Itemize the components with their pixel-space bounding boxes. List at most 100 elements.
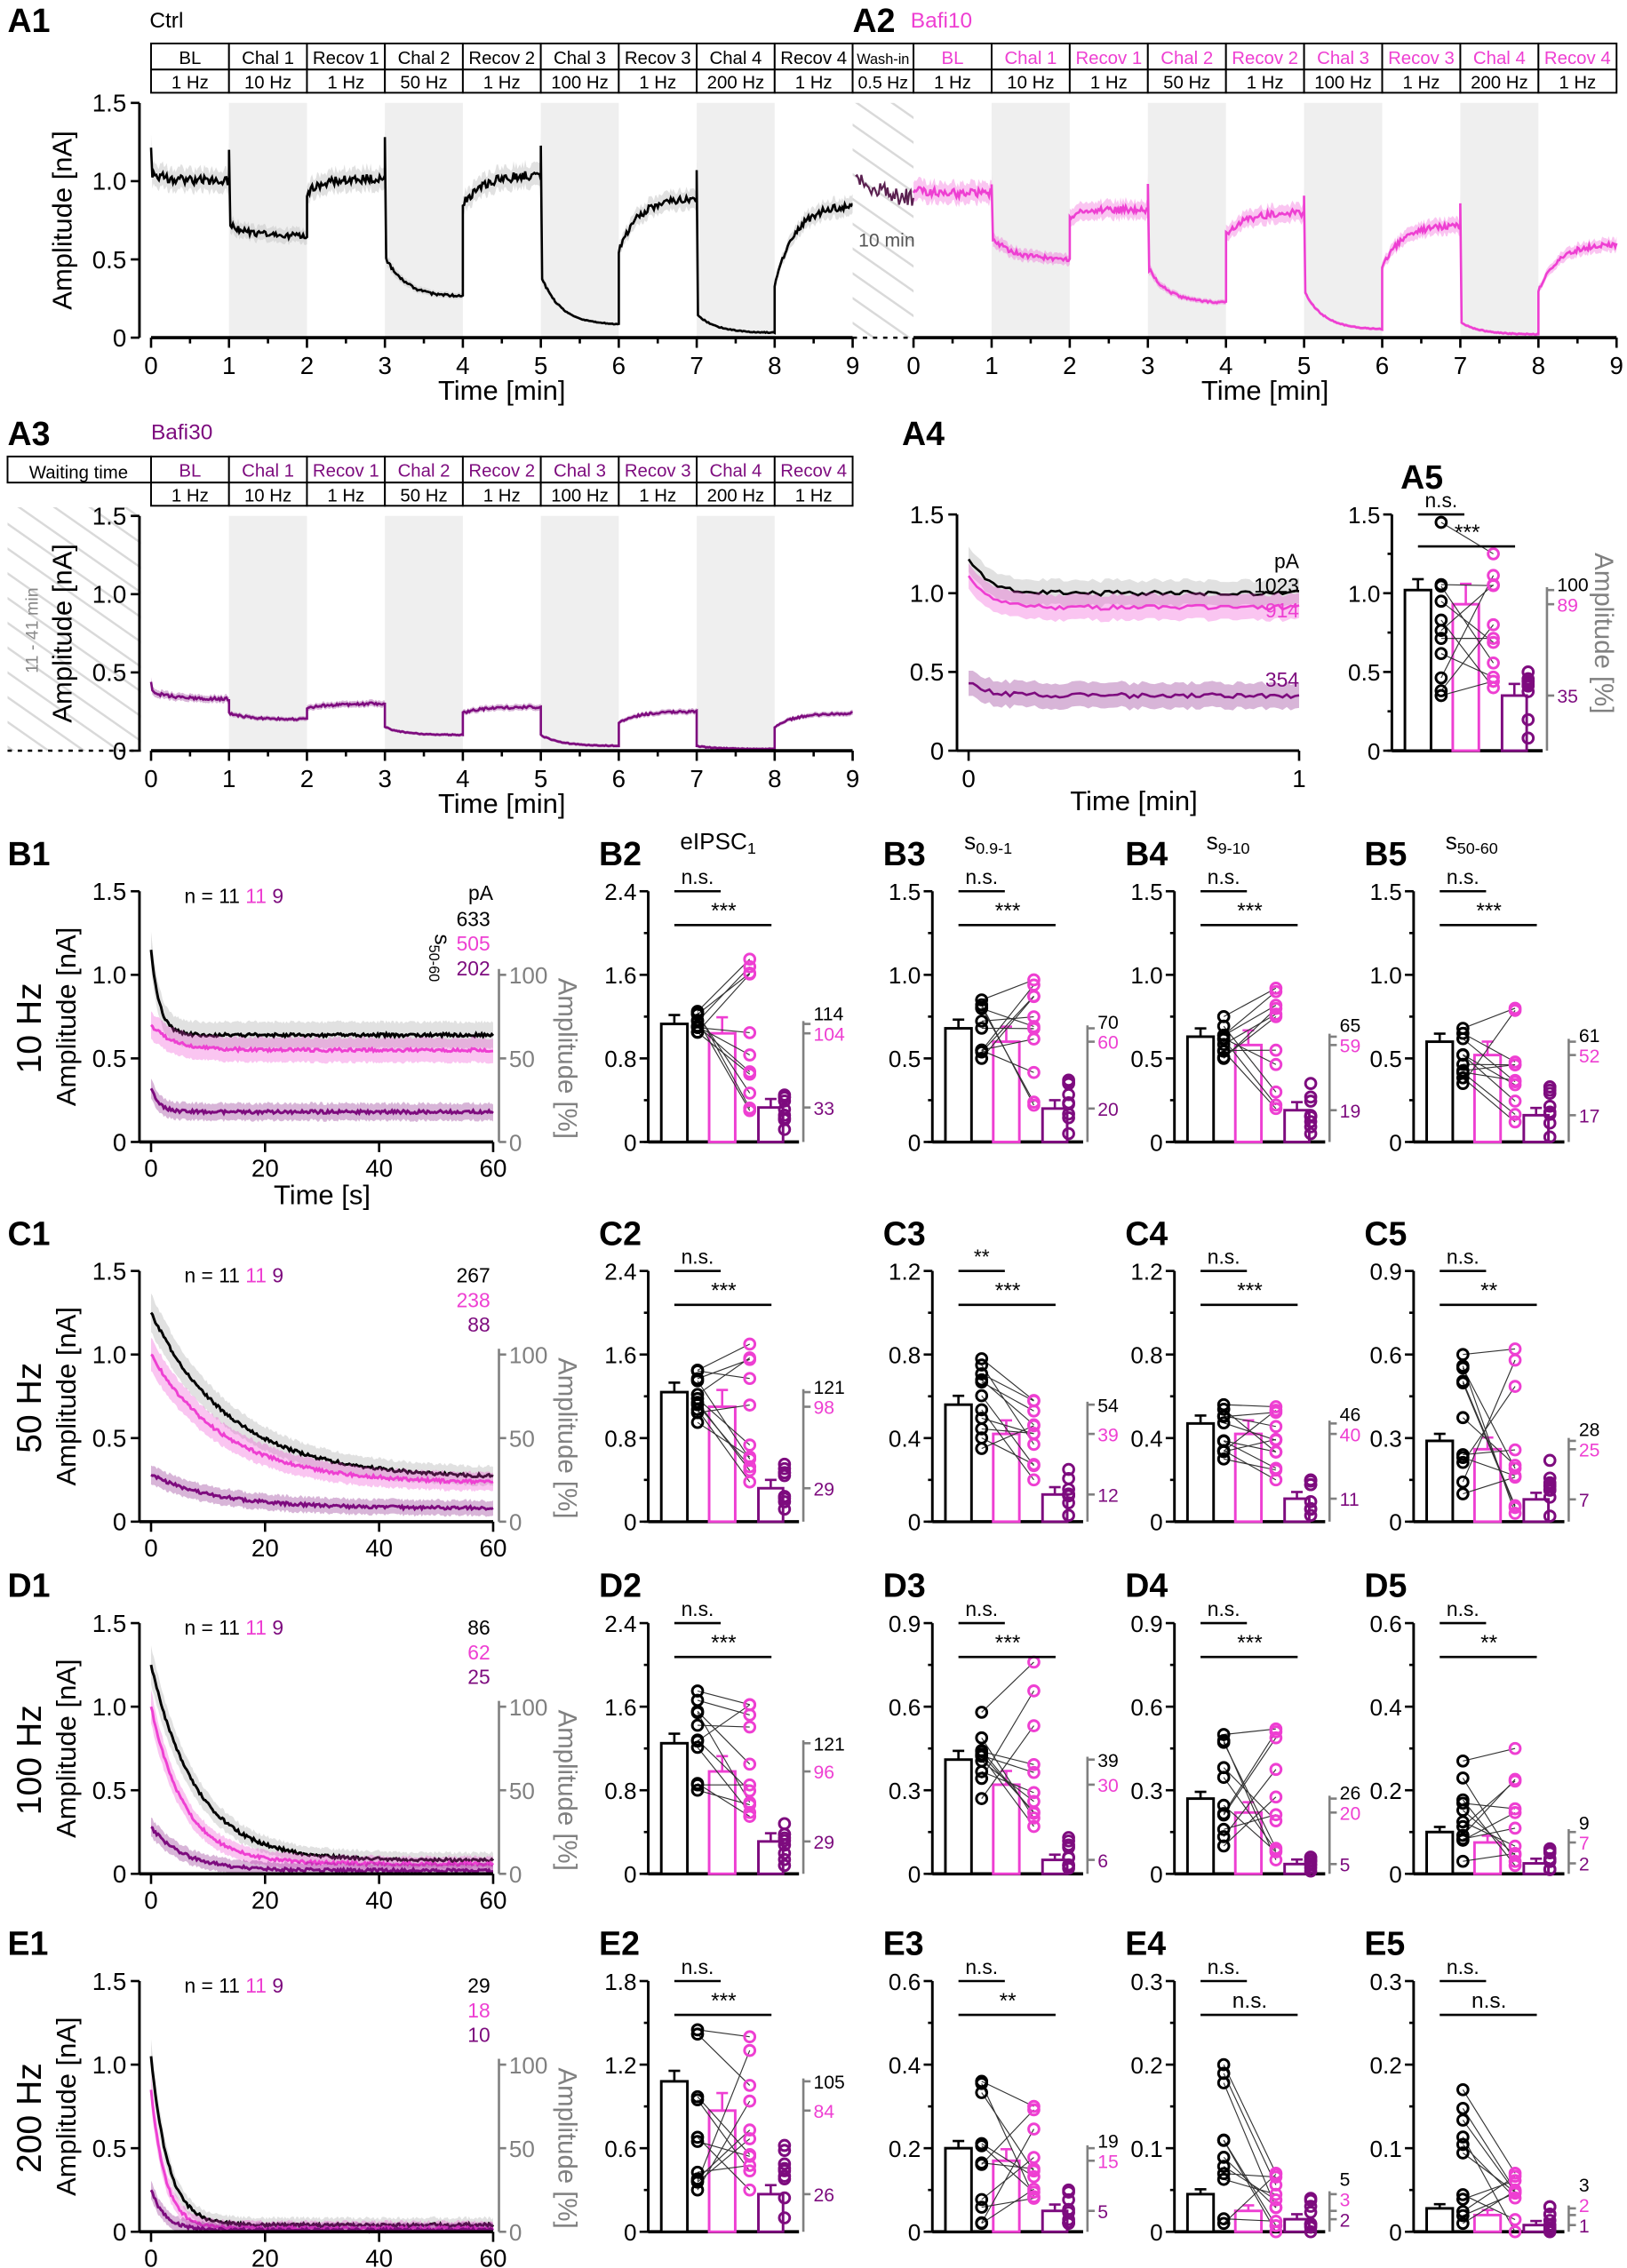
paired-line — [981, 2162, 1034, 2169]
data-point — [778, 2157, 792, 2171]
y-tick-label: 0 — [908, 1129, 921, 1156]
data-point — [1027, 1819, 1041, 1834]
panel-label-e2: E2 — [599, 1925, 640, 1962]
data-point — [1543, 1130, 1557, 1144]
panel-label-d1: D1 — [7, 1567, 50, 1604]
data-point — [778, 2164, 792, 2177]
mean-trace — [150, 1473, 494, 1512]
data-point — [1062, 1472, 1075, 1485]
paired-line — [1462, 2107, 1516, 2191]
data-point — [1487, 547, 1500, 561]
panel-label-a2: A2 — [853, 2, 896, 39]
y-tick-label: 0.1 — [1370, 2136, 1402, 2162]
y-tick-label: 0.8 — [604, 1426, 636, 1452]
title-main: s — [1446, 828, 1457, 855]
y-tick-label: 1.0 — [92, 961, 127, 989]
mean-trace — [149, 1087, 494, 1117]
data-point — [1304, 1858, 1318, 1872]
percent-tick-label: 0 — [509, 1129, 522, 1156]
sem-band — [150, 1337, 493, 1492]
data-point — [1269, 1725, 1283, 1739]
paired-line — [981, 2145, 1034, 2193]
data-point — [1216, 1452, 1231, 1466]
y-tick-label: 0.6 — [604, 2136, 636, 2162]
panel-label-c2: C2 — [599, 1214, 642, 1252]
mean-trace — [149, 1664, 495, 1865]
freq-cell — [1224, 68, 1305, 94]
panel-label-c5: C5 — [1364, 1214, 1407, 1252]
data-point — [1216, 1771, 1231, 1785]
data-point — [690, 2135, 705, 2148]
y-tick-label: 0 — [1150, 2219, 1163, 2246]
data-point — [743, 1067, 757, 1081]
data-point — [690, 2027, 705, 2041]
data-point — [1434, 688, 1448, 703]
data-point — [1027, 2151, 1041, 2164]
data-point — [1216, 1403, 1231, 1416]
value-label: 354 — [1265, 668, 1299, 691]
value-label: 1023 — [1254, 574, 1299, 597]
sig-label-2: n.s. — [1232, 1989, 1267, 2013]
data-point — [1027, 1032, 1041, 1046]
x-tick-label: 8 — [768, 765, 781, 792]
paired-line — [697, 1783, 751, 1818]
panel-title: s0.9-1 — [964, 828, 1012, 857]
percent-tick-label: 50 — [509, 2136, 535, 2162]
freq-label: 50 Hz — [1163, 74, 1210, 93]
data-point — [743, 1026, 757, 1039]
data-point — [743, 1784, 757, 1798]
paired-line — [1224, 1438, 1277, 1452]
y-axis-title: Amplitude [nA] — [46, 131, 77, 310]
y-tick-label: 0.6 — [889, 1694, 921, 1721]
paired-line — [697, 2096, 751, 2155]
freq-label: 1 Hz — [483, 486, 521, 505]
phase-label: Recov 4 — [780, 462, 847, 481]
data-point — [1508, 1821, 1522, 1835]
paired-line — [697, 2129, 751, 2180]
y-tick-label: 0 — [1389, 1861, 1402, 1888]
data-point — [1062, 1110, 1075, 1125]
sig-label-2: *** — [1455, 521, 1480, 545]
bar-bafi10 — [992, 2159, 1021, 2233]
paired-line — [981, 2198, 1034, 2208]
phase-label: BL — [942, 49, 964, 68]
value-label: 29 — [467, 1974, 490, 1997]
data-point — [1216, 2066, 1231, 2081]
title-subscript: 9-10 — [1218, 840, 1250, 857]
data-point — [1543, 1509, 1557, 1523]
mean-trace-bafi10 — [967, 575, 1300, 611]
data-point — [690, 1025, 705, 1039]
data-point — [690, 1693, 705, 1707]
data-point — [1216, 1735, 1231, 1749]
data-point — [1216, 1822, 1231, 1836]
sig-label-1: n.s. — [1447, 865, 1479, 888]
percent-label: 65 — [1340, 1016, 1361, 1037]
data-point — [778, 2211, 792, 2224]
bar-ctrl — [659, 2080, 690, 2233]
phase-cell — [1537, 42, 1618, 71]
percent-label: 96 — [814, 1763, 835, 1783]
freq-cell — [150, 68, 230, 94]
paired-line — [1223, 1422, 1277, 1441]
sig-label-2: *** — [995, 1631, 1021, 1655]
paired-line — [981, 2109, 1034, 2165]
percent-label: 60 — [1097, 1033, 1119, 1054]
paired-line — [981, 2092, 1034, 2172]
percent-label: 12 — [1097, 1485, 1119, 1506]
data-point — [1027, 1811, 1041, 1825]
paired-line — [1463, 2180, 1516, 2200]
y-tick-label: 0 — [908, 1861, 921, 1888]
percent-tick-label: 0 — [509, 2219, 522, 2246]
paired-line — [981, 1395, 1034, 1467]
data-point — [1456, 1771, 1470, 1785]
sig-label-1: n.s. — [1208, 1245, 1240, 1269]
y-tick-label: 1.5 — [92, 90, 127, 117]
data-point — [743, 1810, 757, 1823]
data-point — [1434, 624, 1448, 638]
sig-label-2: *** — [711, 1989, 737, 2013]
paired-line — [981, 1661, 1034, 1713]
freq-cell — [461, 481, 542, 507]
paired-line — [1223, 2073, 1277, 2185]
challenge-shading — [991, 102, 1070, 338]
x-tick-label: 4 — [456, 352, 469, 379]
